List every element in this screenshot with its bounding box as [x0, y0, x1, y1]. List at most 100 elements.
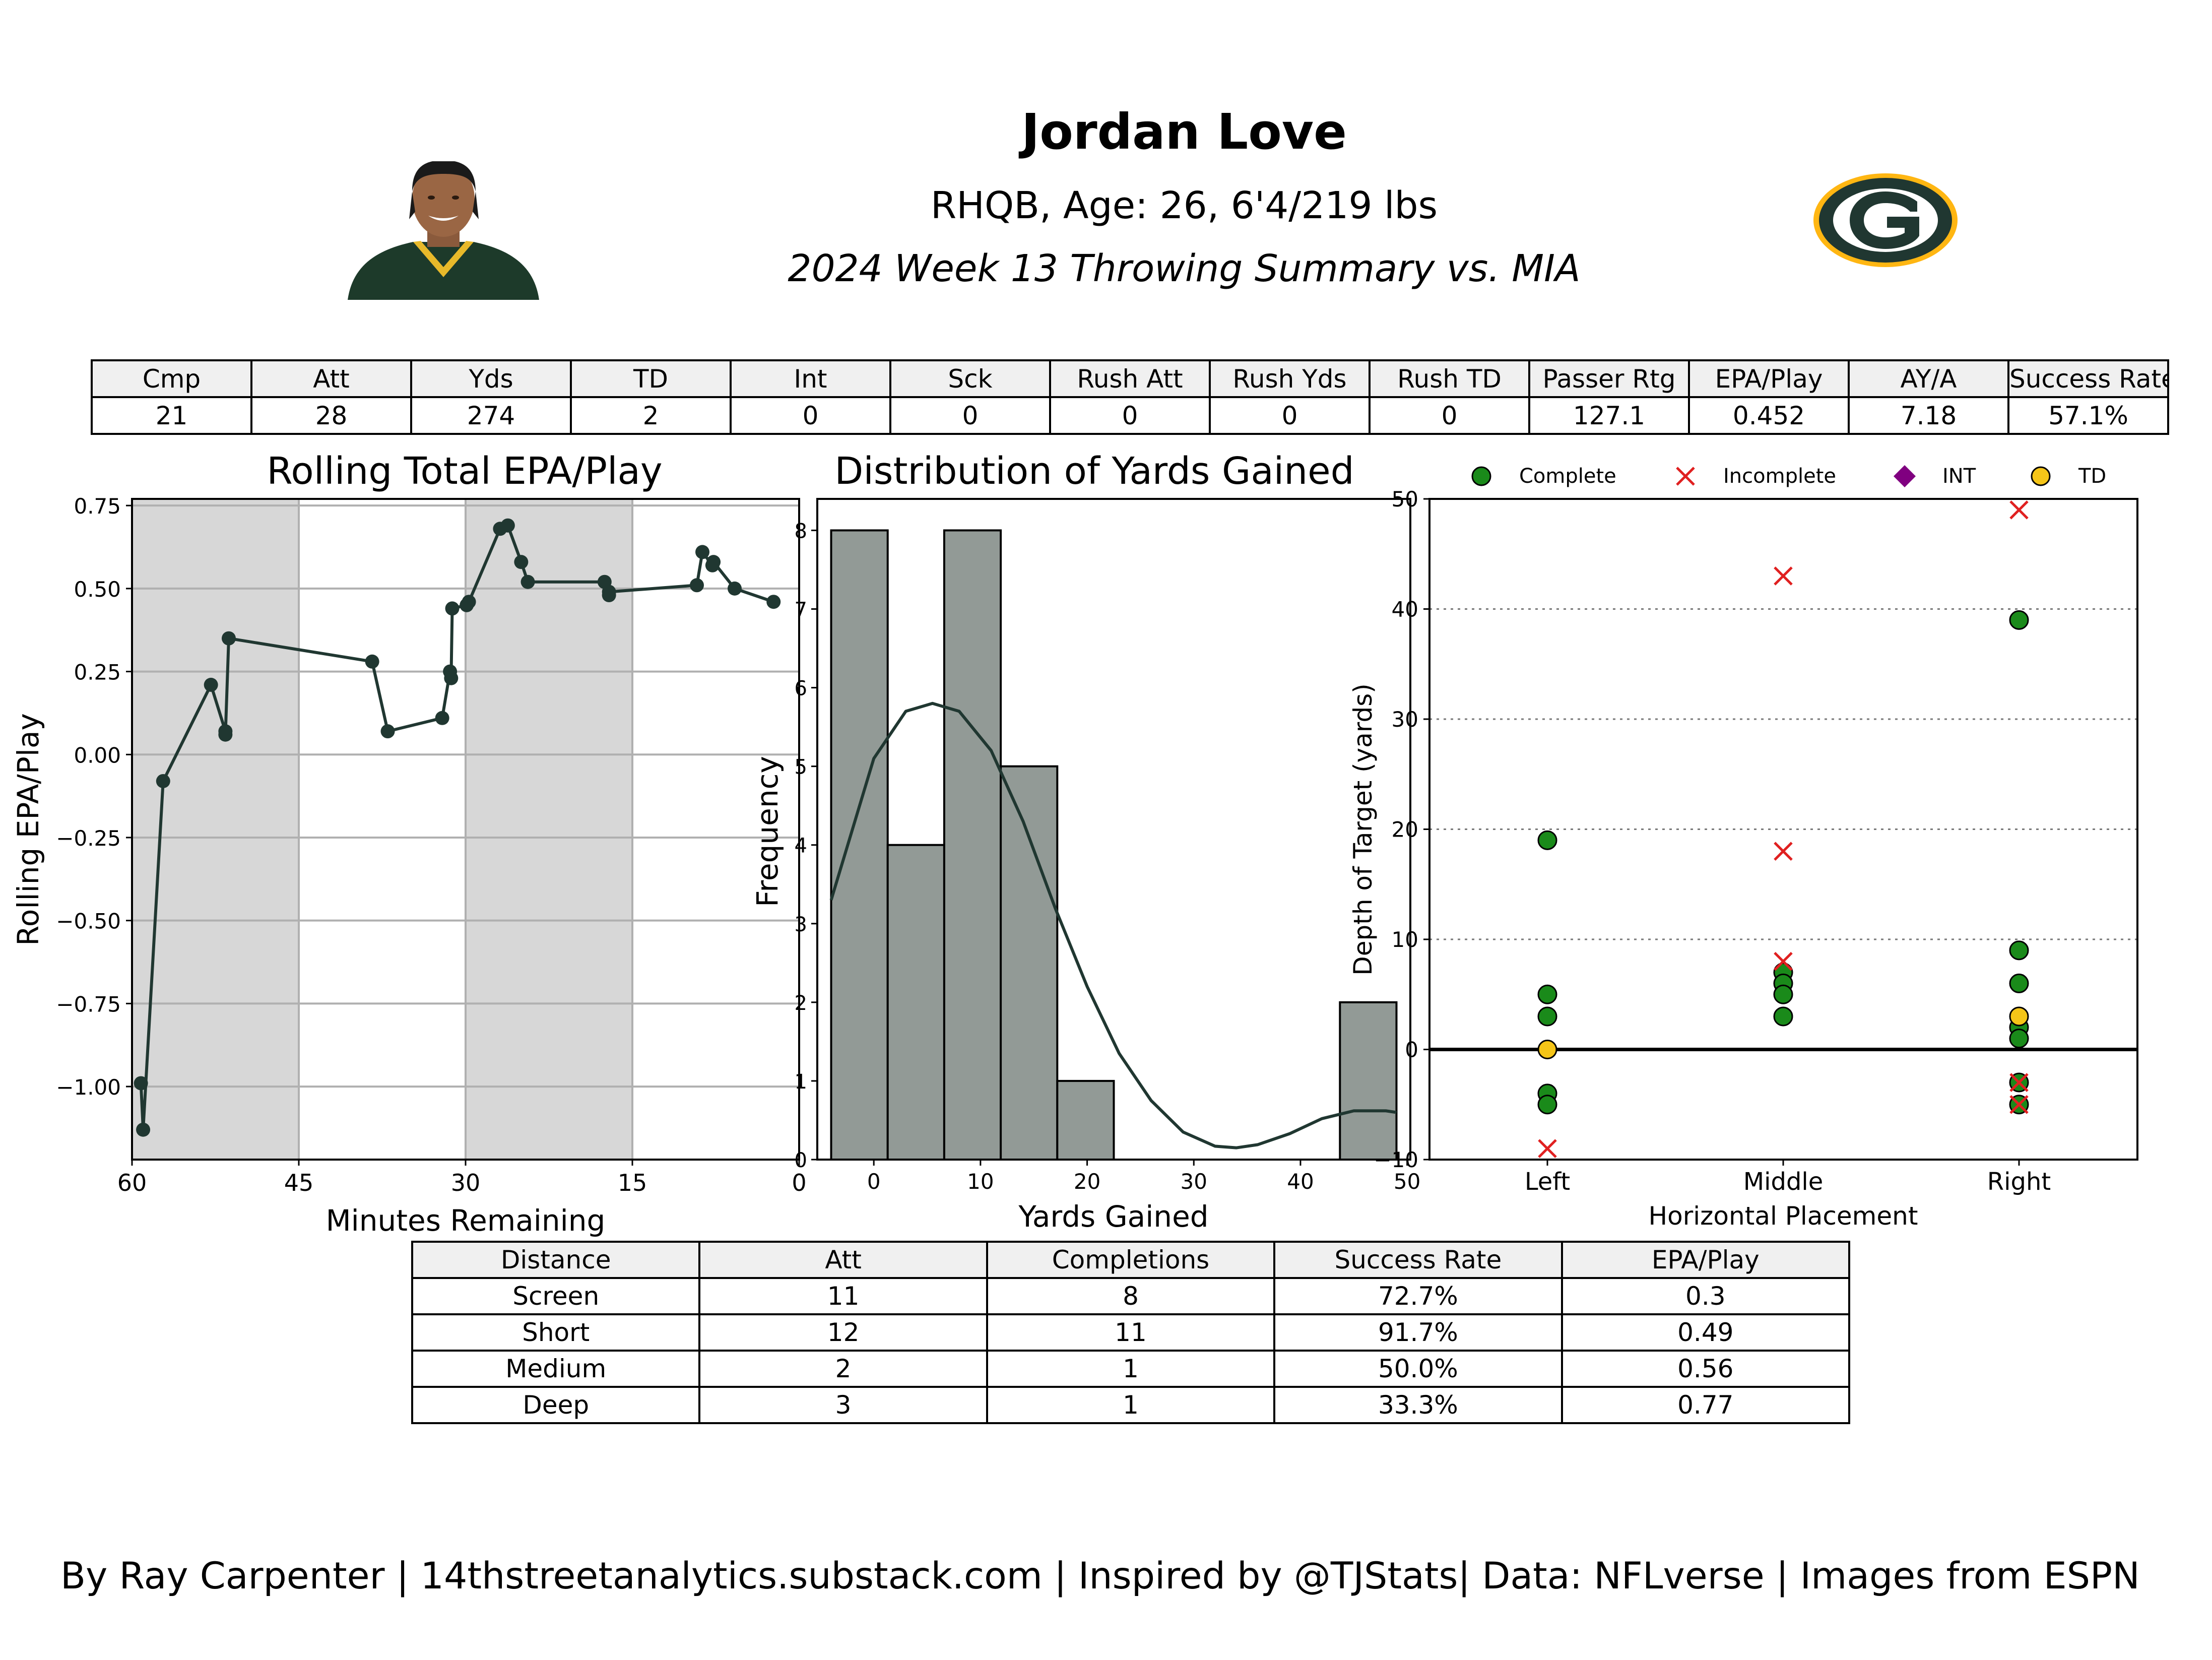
distance-cell: Screen	[411, 1277, 701, 1315]
y-tick-label: 2	[795, 992, 807, 1015]
distance-cell: 8	[986, 1277, 1276, 1315]
incomplete-marker	[2009, 1073, 2029, 1092]
y-tick-label: 4	[795, 835, 807, 858]
histogram-bar	[886, 844, 945, 1161]
distance-cell: 1	[986, 1350, 1276, 1388]
distance-cell: 2	[698, 1350, 988, 1388]
y-tick-label: −0.75	[56, 992, 121, 1016]
y-tick-label: 7	[795, 599, 807, 622]
epa-point	[435, 711, 449, 725]
distance-cell: 11	[698, 1277, 988, 1315]
y-tick-label: −0.50	[56, 909, 121, 934]
incomplete-stroke	[2009, 1095, 2029, 1114]
epa-point	[514, 555, 529, 569]
target-depth-xlabel: Horizontal Placement	[1649, 1201, 1918, 1231]
epa-point	[445, 601, 460, 616]
distance-cell: 0.77	[1560, 1386, 1851, 1424]
stat-value: 0.452	[1688, 396, 1850, 435]
distance-header: EPA/Play	[1560, 1241, 1851, 1279]
complete-marker	[1537, 830, 1557, 850]
stat-header: Rush Att	[1049, 359, 1211, 398]
stat-header: Rush TD	[1369, 359, 1530, 398]
incomplete-stroke	[2009, 1073, 2029, 1092]
stat-header: Yds	[410, 359, 572, 398]
td-marker	[2009, 1006, 2029, 1027]
y-tick-label: 0	[795, 1149, 807, 1172]
complete-marker	[2009, 973, 2029, 993]
distance-cell: Medium	[411, 1350, 701, 1388]
x-tick-label: 50	[1394, 1169, 1420, 1194]
distance-cell: 0.49	[1560, 1313, 1851, 1352]
legend-label: INT	[1942, 465, 1976, 488]
legend-marker	[1471, 466, 1491, 486]
incomplete-stroke	[2009, 500, 2029, 520]
distance-header: Att	[698, 1241, 988, 1279]
stat-value: 2	[570, 396, 732, 435]
legend-label: Incomplete	[1723, 465, 1836, 488]
complete-marker	[2009, 940, 2029, 961]
stat-header: Cmp	[91, 359, 252, 398]
target-depth-ylabel: Depth of Target (yards)	[1348, 683, 1378, 976]
distance-cell: 50.0%	[1273, 1350, 1563, 1388]
td-marker	[1537, 1040, 1557, 1059]
epa-point	[462, 595, 476, 609]
yards-distribution-title: Distribution of Yards Gained	[834, 450, 1354, 493]
y-tick-label: 6	[795, 677, 807, 700]
incomplete-marker	[1774, 951, 1793, 971]
y-tick-label: 0.50	[74, 577, 121, 602]
player-name: Jordan Love	[1021, 103, 1347, 160]
stat-value: 21	[91, 396, 252, 435]
incomplete-stroke	[1774, 951, 1793, 971]
rolling-epa-chart: Rolling Total EPA/Play 60 45 30 15 00.750.50…	[11, 450, 807, 1238]
distance-cell: 0.3	[1560, 1277, 1851, 1315]
epa-point	[380, 724, 395, 739]
yards-distribution-xlabel: Yards Gained	[1018, 1199, 1208, 1234]
y-tick-label: 10	[1392, 927, 1418, 952]
epa-point	[766, 595, 781, 609]
stat-header: Rush Yds	[1209, 359, 1371, 398]
stat-value: 57.1%	[2007, 396, 2169, 435]
epa-point	[689, 578, 704, 593]
y-tick-label: 40	[1392, 597, 1418, 622]
distance-cell: 12	[698, 1313, 988, 1352]
epa-point	[221, 631, 236, 646]
incomplete-marker	[1774, 566, 1793, 586]
stat-header: AY/A	[1848, 359, 2009, 398]
stat-header: Int	[730, 359, 891, 398]
distance-row: Screen 11 8 72.7% 0.3	[411, 1277, 1851, 1315]
epa-point	[204, 677, 218, 692]
epa-point	[695, 545, 710, 559]
incomplete-marker	[2009, 500, 2029, 520]
y-tick-label: 0	[1405, 1038, 1418, 1062]
quarter-shade	[132, 499, 299, 1160]
stat-header: TD	[570, 359, 732, 398]
epa-point	[136, 1122, 151, 1137]
stat-value: 0	[1369, 396, 1530, 435]
player-headshot	[348, 161, 539, 300]
y-tick-label: 1	[795, 1070, 807, 1094]
distance-row: Short 12 11 91.7% 0.49	[411, 1313, 1851, 1352]
epa-point	[134, 1076, 148, 1091]
rolling-epa-ylabel: Rolling EPA/Play	[11, 713, 45, 946]
distance-table: Distance Att Completions Success Rate EPA/Pl…	[411, 1241, 1851, 1424]
quarter-shade	[466, 499, 632, 1160]
footer-credits: By Ray Carpenter | 14thstreetanalytics.s…	[60, 1555, 2140, 1598]
complete-marker	[1537, 984, 1557, 1004]
distance-cell: 72.7%	[1273, 1277, 1563, 1315]
x-tick-label: 10	[967, 1169, 994, 1194]
stat-value: 0	[1049, 396, 1211, 435]
epa-point	[156, 774, 170, 788]
y-tick-label: 5	[795, 756, 807, 779]
x-tick-label: 0	[792, 1169, 806, 1196]
legend-marker	[2031, 466, 2051, 486]
epa-point	[218, 727, 233, 742]
legend-label: TD	[2078, 465, 2106, 488]
y-tick-label: −0.25	[56, 826, 121, 851]
complete-marker	[1773, 1006, 1793, 1027]
complete-marker	[1537, 1095, 1557, 1115]
legend-marker	[1894, 465, 1916, 487]
incomplete-marker	[2009, 1095, 2029, 1114]
epa-point	[444, 671, 459, 685]
incomplete-stroke	[1676, 467, 1695, 486]
stat-value: 0	[730, 396, 891, 435]
